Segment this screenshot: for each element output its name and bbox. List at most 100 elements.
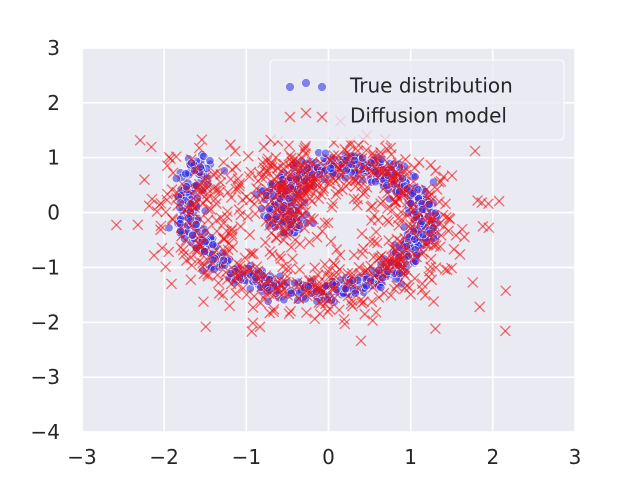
diffusion-model-point — [224, 139, 236, 151]
diffusion-model-point — [343, 151, 355, 163]
diffusion-model-point — [482, 198, 494, 210]
diffusion-model-point — [249, 208, 261, 220]
diffusion-model-point — [375, 198, 387, 210]
x-tick-label: −2 — [149, 445, 178, 469]
diffusion-model-point — [281, 271, 293, 283]
diffusion-model-point — [442, 225, 454, 237]
x-tick-label: 0 — [322, 445, 335, 469]
diffusion-model-point — [408, 199, 420, 211]
diffusion-model-points — [110, 115, 512, 347]
diffusion-model-point — [332, 185, 344, 197]
x-tick-label: −3 — [67, 445, 96, 469]
legend-circle-marker — [285, 82, 295, 92]
diffusion-model-point — [426, 274, 438, 286]
diffusion-model-point — [423, 211, 435, 223]
diffusion-model-point — [201, 194, 213, 206]
x-tick-label: 3 — [569, 445, 582, 469]
diffusion-model-point — [304, 285, 316, 297]
diffusion-model-point — [247, 302, 259, 314]
diffusion-model-point — [357, 243, 369, 255]
legend-marker-diffusion-model — [284, 107, 328, 123]
diffusion-model-point — [315, 157, 327, 169]
diffusion-model-point — [213, 287, 225, 299]
diffusion-model-point — [327, 197, 339, 209]
diffusion-model-point — [435, 229, 447, 241]
true-distribution-point — [376, 282, 386, 292]
diffusion-model-point — [224, 300, 236, 312]
diffusion-model-point — [310, 284, 322, 296]
diffusion-model-point — [182, 200, 194, 212]
diffusion-model-point — [257, 193, 269, 205]
diffusion-model-point — [270, 152, 282, 163]
diffusion-model-point — [392, 213, 404, 224]
diffusion-model-point — [389, 243, 401, 255]
diffusion-model-point — [225, 192, 237, 204]
diffusion-model-point — [176, 230, 188, 242]
diffusion-model-point — [313, 297, 325, 309]
diffusion-model-point — [416, 248, 428, 260]
diffusion-model-point — [299, 222, 310, 234]
diffusion-model-point — [205, 204, 217, 215]
diffusion-model-point — [180, 255, 192, 266]
diffusion-model-point — [356, 298, 368, 309]
diffusion-model-point — [322, 217, 334, 229]
x-axis-ticks: −3 −2 −1 0 1 2 3 — [67, 445, 581, 469]
diffusion-model-point — [303, 275, 315, 287]
diffusion-model-point — [244, 247, 256, 259]
diffusion-model-point — [295, 179, 307, 191]
diffusion-model-point — [196, 185, 208, 197]
diffusion-model-point — [138, 174, 150, 186]
diffusion-model-point — [248, 198, 260, 210]
diffusion-model-point — [295, 182, 307, 194]
diffusion-model-point — [378, 268, 390, 280]
diffusion-model-point — [433, 176, 445, 188]
diffusion-model-point — [424, 186, 436, 198]
diffusion-model-point — [132, 219, 144, 231]
diffusion-model-point — [499, 325, 511, 337]
true-distribution-point — [208, 240, 218, 250]
diffusion-model-point — [221, 274, 233, 285]
diffusion-model-point — [329, 292, 341, 304]
diffusion-model-point — [403, 281, 415, 293]
diffusion-model-point — [303, 236, 315, 248]
diffusion-model-point — [202, 270, 214, 282]
diffusion-model-point — [155, 224, 167, 236]
diffusion-model-point — [370, 306, 382, 318]
legend-x-marker — [284, 111, 296, 123]
diffusion-model-point — [191, 162, 203, 174]
diffusion-model-point — [151, 206, 163, 218]
diffusion-model-point — [346, 294, 358, 306]
diffusion-model-point — [407, 253, 419, 265]
diffusion-model-point — [194, 240, 206, 251]
diffusion-model-point — [368, 265, 380, 277]
diffusion-model-point — [241, 289, 253, 301]
diffusion-model-point — [385, 161, 397, 173]
diffusion-model-point — [171, 186, 183, 198]
y-tick-label: −3 — [31, 365, 60, 389]
diffusion-model-point — [277, 211, 289, 223]
legend-label-diffusion-model: Diffusion model — [350, 104, 507, 128]
diffusion-model-point — [500, 285, 512, 297]
diffusion-model-point — [200, 224, 212, 236]
diffusion-model-point — [424, 265, 436, 277]
diffusion-model-point — [295, 281, 307, 293]
legend-x-marker — [316, 111, 328, 123]
diffusion-model-point — [408, 213, 420, 225]
diffusion-model-point — [300, 307, 312, 319]
diffusion-model-point — [367, 315, 379, 327]
diffusion-model-point — [474, 301, 486, 313]
diffusion-model-point — [185, 154, 197, 165]
diffusion-model-point — [312, 281, 323, 293]
diffusion-model-point — [175, 242, 187, 253]
diffusion-model-point — [278, 158, 290, 170]
diffusion-model-point — [309, 313, 321, 325]
diffusion-model-point — [333, 304, 345, 316]
diffusion-model-point — [212, 269, 224, 281]
diffusion-model-point — [360, 144, 372, 156]
diffusion-model-point — [397, 186, 409, 198]
diffusion-model-point — [383, 216, 395, 228]
diffusion-model-point — [206, 256, 218, 268]
diffusion-model-point — [226, 231, 238, 243]
diffusion-model-point — [416, 278, 428, 290]
diffusion-model-point — [386, 176, 398, 188]
